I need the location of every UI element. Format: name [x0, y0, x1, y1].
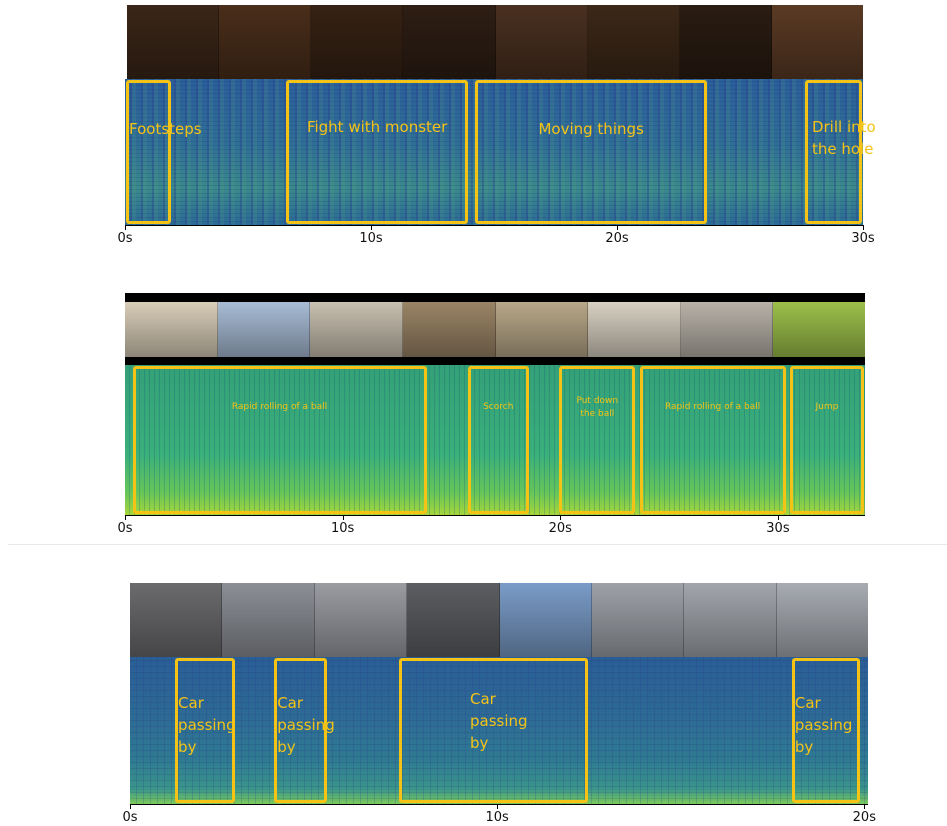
- spectrogram: [125, 365, 865, 515]
- event-box: [804, 80, 862, 224]
- axis-tick: [125, 225, 126, 230]
- event-box: [639, 366, 786, 514]
- event-label: Jump: [815, 402, 839, 412]
- axis-tick: [130, 804, 131, 809]
- letterbox-bottom: [125, 357, 865, 365]
- axis-tick-label: 10s: [330, 521, 355, 536]
- axis-tick: [617, 225, 618, 230]
- event-label: Car passing by: [794, 694, 853, 756]
- event-label: Scorch: [483, 402, 514, 412]
- event-label: Car passing by: [277, 694, 335, 756]
- axis-tick-label: 0s: [122, 810, 138, 825]
- spectrogram: [125, 79, 863, 225]
- video-frame: [588, 302, 681, 357]
- letterbox-top: [125, 293, 865, 302]
- video-frames-strip: [130, 583, 868, 657]
- event-box: [274, 658, 328, 803]
- video-frame: [222, 583, 315, 657]
- event-label: Rapid rolling of a ball: [664, 402, 761, 412]
- video-frame: [219, 5, 312, 79]
- event-box: [285, 80, 469, 224]
- section-divider: [8, 544, 947, 545]
- axis-tick-label: 30s: [766, 521, 790, 536]
- video-frame: [130, 583, 223, 657]
- event-box: [475, 80, 707, 224]
- event-label: Fight with monster: [306, 118, 448, 136]
- video-frame: [402, 302, 496, 357]
- event-label: Moving things: [538, 120, 644, 138]
- axis-tick: [864, 804, 866, 809]
- spectrogram: [130, 657, 868, 804]
- video-frame: [587, 5, 680, 79]
- axis-tick-label: 10s: [359, 231, 383, 246]
- event-label: Rapid rolling of a ball: [231, 402, 328, 412]
- video-frame: [314, 583, 408, 657]
- event-box: [132, 366, 427, 514]
- video-frame: [680, 302, 774, 357]
- axis-tick: [497, 804, 499, 809]
- video-frame: [771, 5, 863, 79]
- video-frame: [407, 583, 500, 657]
- video-frame: [310, 302, 403, 357]
- axis-tick: [371, 225, 372, 230]
- event-box: [126, 80, 171, 224]
- video-frame: [499, 583, 592, 657]
- axis-tick: [560, 515, 562, 520]
- video-frame: [776, 583, 868, 657]
- axis-tick-label: 30s: [851, 231, 875, 246]
- event-label: Footsteps: [129, 120, 202, 138]
- event-box: [559, 366, 636, 514]
- axis-tick: [342, 515, 344, 520]
- event-label: Car passing by: [470, 690, 528, 752]
- event-box: [467, 366, 529, 514]
- axis-tick: [777, 515, 779, 520]
- video-frames-strip: [125, 302, 865, 357]
- axis-tick-label: 0s: [117, 521, 133, 536]
- video-frame: [591, 583, 685, 657]
- axis-tick-label: 10s: [485, 810, 509, 825]
- axis-tick-label: 20s: [852, 810, 876, 825]
- video-frame: [403, 5, 496, 79]
- axis-tick-label: 20s: [548, 521, 572, 536]
- video-frame: [773, 302, 865, 357]
- video-frame: [217, 302, 311, 357]
- event-label: Put down the ball: [576, 396, 619, 420]
- event-box: [399, 658, 588, 803]
- video-frame: [684, 583, 777, 657]
- event-box: [175, 658, 236, 803]
- axis-tick-label: 0s: [117, 231, 133, 246]
- video-frame: [311, 5, 404, 79]
- video-frame: [495, 302, 589, 357]
- axis-tick: [125, 515, 126, 520]
- axis-tick: [863, 225, 864, 230]
- event-box: [791, 658, 860, 803]
- video-frame: [127, 5, 220, 79]
- event-label: Drill into the hole: [811, 118, 876, 158]
- video-frames-strip: [127, 5, 863, 79]
- event-label: Car passing by: [178, 694, 236, 756]
- video-frame: [495, 5, 588, 79]
- video-frame: [679, 5, 772, 79]
- axis-tick-label: 20s: [605, 231, 629, 246]
- event-box: [789, 366, 864, 514]
- video-frame: [125, 302, 218, 357]
